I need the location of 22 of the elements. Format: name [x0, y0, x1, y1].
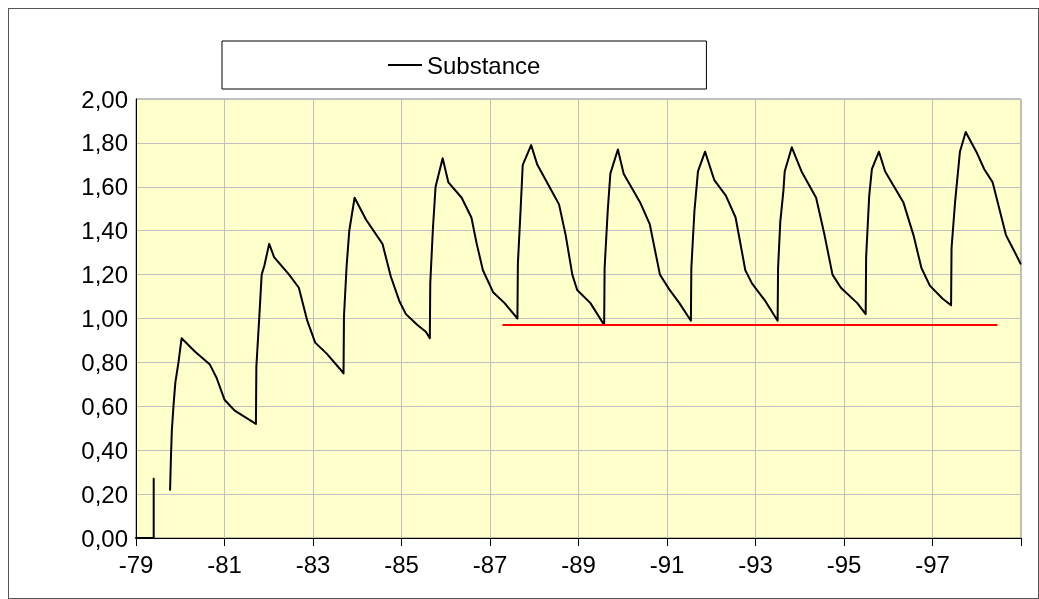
x-tick-label: -95 — [826, 550, 862, 578]
y-tick-label: 0,20 — [81, 480, 128, 508]
x-tick-label: -79 — [118, 550, 154, 578]
x-tick-label: -85 — [384, 550, 419, 578]
x-tick-label: -81 — [207, 550, 242, 578]
x-tick-label: -83 — [295, 550, 331, 578]
x-tick-label: -93 — [738, 550, 773, 578]
legend-label: Substance — [427, 51, 541, 79]
y-tick-label: 2,00 — [81, 85, 128, 113]
x-tick-label: -89 — [561, 550, 596, 578]
y-tick-label: 1,00 — [81, 305, 128, 332]
y-tick-label: 0,60 — [81, 392, 128, 420]
y-tick-label: 1,80 — [81, 129, 128, 157]
y-tick-label: 1,40 — [81, 217, 128, 245]
y-tick-label: 1,20 — [81, 261, 128, 289]
x-tick-label: -91 — [649, 550, 685, 578]
x-tick-label: -87 — [472, 550, 508, 578]
y-tick-label: 0,00 — [81, 524, 128, 552]
y-tick-label: 0,40 — [81, 436, 128, 464]
x-tick-label: -97 — [915, 550, 950, 578]
y-tick-label: 0,80 — [81, 348, 128, 376]
y-tick-label: 1,60 — [81, 173, 128, 201]
